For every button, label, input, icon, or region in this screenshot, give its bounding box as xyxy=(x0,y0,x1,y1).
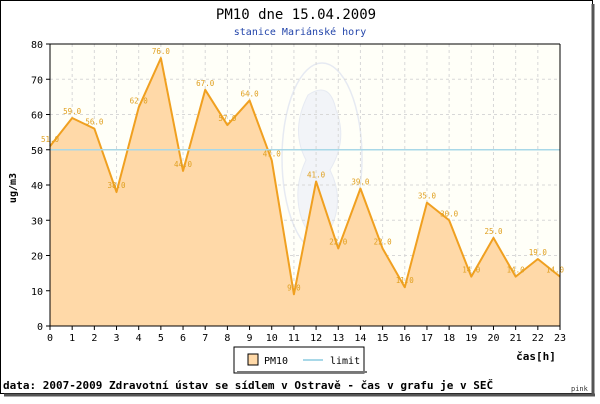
data-label: 67.0 xyxy=(196,79,215,88)
x-tick-label: 18 xyxy=(443,333,455,344)
x-tick-label: 13 xyxy=(332,333,344,344)
legend: PM10 limit xyxy=(233,346,367,374)
x-tick-label: 2 xyxy=(91,333,97,344)
data-label: 41.0 xyxy=(307,170,326,179)
data-label: 9.0 xyxy=(287,283,301,292)
data-label: 19.0 xyxy=(529,248,548,257)
series-area xyxy=(50,58,560,326)
data-label: 76.0 xyxy=(152,47,171,56)
legend-label-limit: limit xyxy=(330,356,360,367)
x-tick-label: 7 xyxy=(202,333,208,344)
data-label: 56.0 xyxy=(85,118,104,127)
data-label: 22.0 xyxy=(374,237,393,246)
x-tick-label: 23 xyxy=(554,333,566,344)
data-label: 14.0 xyxy=(507,266,526,275)
data-label: 62.0 xyxy=(130,96,149,105)
x-tick-label: 9 xyxy=(247,333,253,344)
y-tick-label: 70 xyxy=(31,75,43,86)
y-tick-label: 50 xyxy=(31,146,43,157)
data-label: 59.0 xyxy=(63,107,82,116)
data-label: 25.0 xyxy=(484,227,503,236)
footer-tag: pink xyxy=(571,385,589,393)
data-label: 14.0 xyxy=(462,266,481,275)
x-tick-label: 15 xyxy=(377,333,389,344)
data-label: 39.0 xyxy=(351,178,370,187)
pm10-area-fill xyxy=(50,58,560,326)
y-tick-label: 20 xyxy=(31,252,43,263)
y-tick-label: 10 xyxy=(31,287,43,298)
data-label: 14.0 xyxy=(546,266,565,275)
x-tick-label: 3 xyxy=(114,333,120,344)
chart-subtitle: stanice Mariánské hory xyxy=(234,26,366,38)
x-tick-label: 4 xyxy=(136,333,142,344)
x-tick-label: 20 xyxy=(487,333,499,344)
y-tick-label: 80 xyxy=(31,40,43,51)
x-tick-label: 11 xyxy=(288,333,300,344)
chart-title: PM10 dne 15.04.2009 xyxy=(216,7,376,23)
data-label: 64.0 xyxy=(241,89,260,98)
y-axis-label: ug/m3 xyxy=(8,173,19,203)
data-label: 30.0 xyxy=(440,209,459,218)
pm10-line xyxy=(49,57,561,296)
x-tick-label: 21 xyxy=(510,333,522,344)
x-tick-label: 14 xyxy=(354,333,366,344)
legend-label-pm10: PM10 xyxy=(264,356,288,367)
y-tick-label: 60 xyxy=(31,111,43,122)
series-lines xyxy=(49,57,561,296)
x-tick-label: 6 xyxy=(180,333,186,344)
x-tick-label: 8 xyxy=(224,333,230,344)
data-label: 35.0 xyxy=(418,192,437,201)
data-label: 47.0 xyxy=(263,149,282,158)
data-label: 11.0 xyxy=(396,276,415,285)
x-axis-label: čas[h] xyxy=(516,350,556,363)
x-tick-label: 0 xyxy=(47,333,53,344)
x-tick-label: 5 xyxy=(158,333,164,344)
data-label: 38.0 xyxy=(107,181,126,190)
footer-note: data: 2007-2009 Zdravotní ústav se sídle… xyxy=(3,379,493,392)
x-tick-label: 17 xyxy=(421,333,433,344)
x-tick-label: 19 xyxy=(465,333,477,344)
x-tick-label: 1 xyxy=(69,333,75,344)
y-tick-label: 30 xyxy=(31,216,43,227)
x-tick-label: 10 xyxy=(266,333,278,344)
data-label: 57.0 xyxy=(218,114,237,123)
y-tick-label: 40 xyxy=(31,181,43,192)
x-tick-label: 16 xyxy=(399,333,411,344)
x-tick-label: 12 xyxy=(310,333,322,344)
data-label: 22.0 xyxy=(329,237,348,246)
data-label: 44.0 xyxy=(174,160,193,169)
legend-swatch-pm10 xyxy=(247,353,259,366)
x-tick-label: 22 xyxy=(532,333,544,344)
y-tick-label: 0 xyxy=(37,322,43,333)
